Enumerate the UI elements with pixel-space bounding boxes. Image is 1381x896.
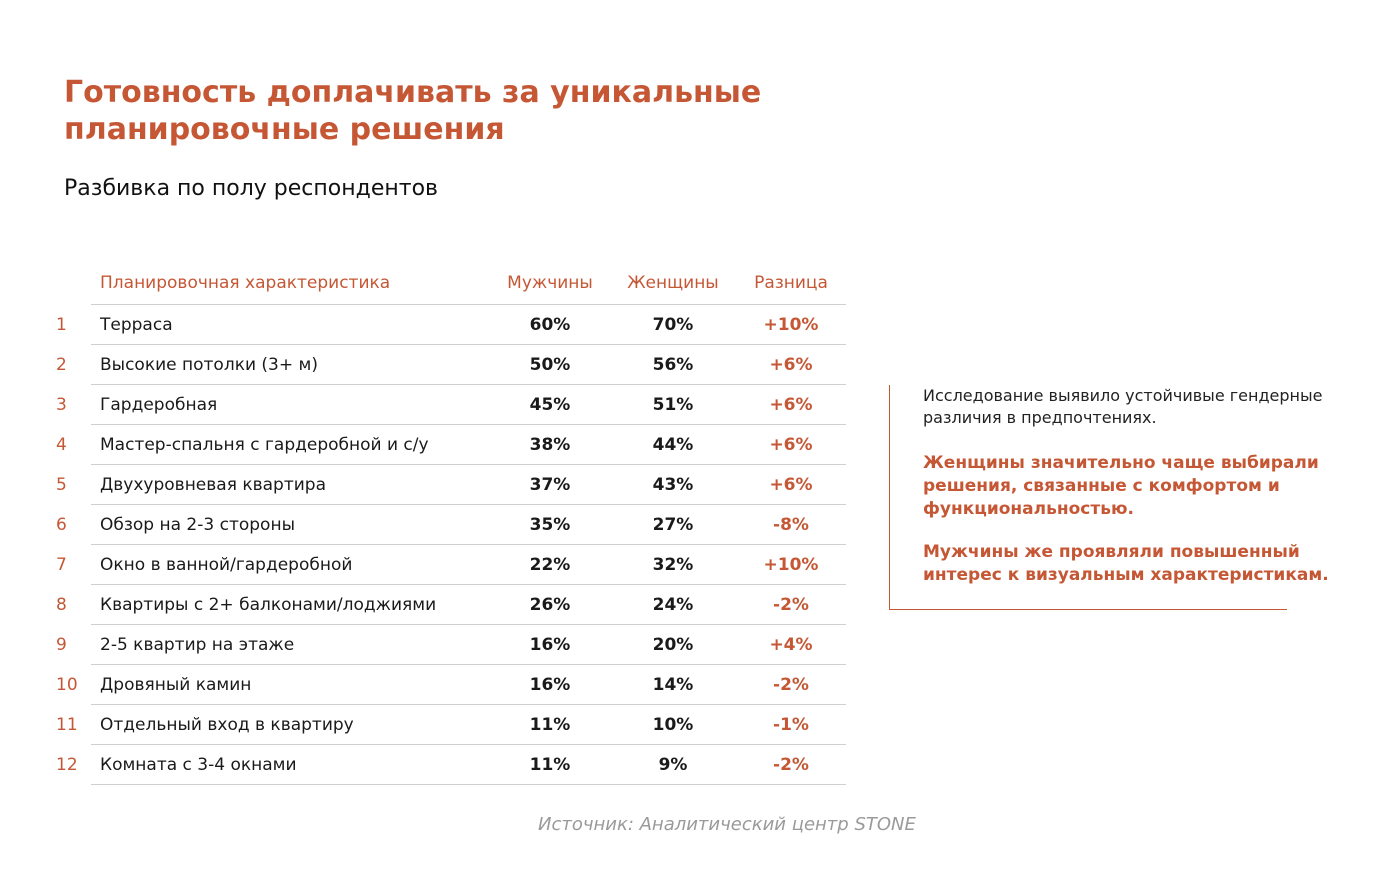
row-number: 4 xyxy=(56,434,67,455)
source-caption: Источник: Аналитический центр STONE xyxy=(538,814,916,835)
row-men: 16% xyxy=(529,634,571,655)
row-diff: -1% xyxy=(773,714,809,735)
table-row: 8 Квартиры с 2+ балконами/лоджиями 26% 24% -… xyxy=(56,585,846,625)
row-number: 7 xyxy=(56,554,67,575)
row-women: 24% xyxy=(652,594,694,615)
row-name: Комната с 3-4 окнами xyxy=(100,754,297,775)
note-men: Мужчины же проявляли повышенный интерес … xyxy=(923,542,1329,585)
row-women: 70% xyxy=(652,314,694,335)
table-row: 2 Высокие потолки (3+ м) 50% 56% +6% xyxy=(56,345,846,385)
row-men: 26% xyxy=(529,594,571,615)
row-number: 3 xyxy=(56,394,67,415)
row-diff: +6% xyxy=(769,394,813,415)
header-diff: Разница xyxy=(754,273,828,293)
row-women: 51% xyxy=(652,394,694,415)
row-women: 20% xyxy=(652,634,694,655)
note-women: Женщины значительно чаще выбирали решени… xyxy=(923,453,1319,519)
row-name: Гардеробная xyxy=(100,394,218,415)
row-name: Обзор на 2-3 стороны xyxy=(100,514,295,535)
header-women: Женщины xyxy=(627,273,719,293)
row-men: 45% xyxy=(529,394,571,415)
row-number: 10 xyxy=(56,674,78,695)
row-men: 38% xyxy=(529,434,571,455)
row-number: 6 xyxy=(56,514,67,535)
row-diff: -2% xyxy=(773,594,809,615)
row-men: 37% xyxy=(529,474,571,495)
table-body: 1 Терраса 60% 70% +10% 2 Высокие потолки (3+ м… xyxy=(56,305,846,785)
row-name: 2-5 квартир на этаже xyxy=(100,634,295,655)
row-women: 32% xyxy=(652,554,694,575)
row-name: Терраса xyxy=(100,314,173,335)
table-header: Планировочная характеристика Мужчины Жен… xyxy=(91,262,846,305)
note-intro: Исследование выявило устойчивые гендерны… xyxy=(923,386,1323,427)
row-diff: -2% xyxy=(773,674,809,695)
row-name: Мастер-спальня с гардеробной и с/у xyxy=(100,434,429,455)
row-number: 5 xyxy=(56,474,67,495)
row-diff: +10% xyxy=(763,554,819,575)
row-men: 16% xyxy=(529,674,571,695)
row-diff: +10% xyxy=(763,314,819,335)
table-row: 1 Терраса 60% 70% +10% xyxy=(56,305,846,345)
page-subtitle: Разбивка по полу респондентов xyxy=(64,176,438,201)
row-diff: +6% xyxy=(769,474,813,495)
row-men: 60% xyxy=(529,314,571,335)
table-row: 10 Дровяный камин 16% 14% -2% xyxy=(56,665,846,705)
row-men: 22% xyxy=(529,554,571,575)
row-women: 14% xyxy=(652,674,694,695)
row-number: 12 xyxy=(56,754,78,775)
table-row: 3 Гардеробная 45% 51% +6% xyxy=(56,385,846,425)
row-name: Отдельный вход в квартиру xyxy=(100,714,354,735)
row-diff: -2% xyxy=(773,754,809,775)
row-name: Двухуровневая квартира xyxy=(100,474,326,495)
row-women: 43% xyxy=(652,474,694,495)
row-number: 2 xyxy=(56,354,67,375)
insight-note: Исследование выявило устойчивые гендерны… xyxy=(889,385,1329,610)
row-women: 9% xyxy=(658,754,688,775)
row-name: Дровяный камин xyxy=(100,674,252,695)
row-diff: +6% xyxy=(769,354,813,375)
header-men: Мужчины xyxy=(507,273,593,293)
row-number: 1 xyxy=(56,314,67,335)
row-men: 11% xyxy=(529,754,571,775)
header-name: Планировочная характеристика xyxy=(100,273,391,293)
row-men: 11% xyxy=(529,714,571,735)
row-number: 8 xyxy=(56,594,67,615)
row-diff: +6% xyxy=(769,434,813,455)
row-diff: -8% xyxy=(773,514,809,535)
row-diff: +4% xyxy=(769,634,813,655)
row-name: Окно в ванной/гардеробной xyxy=(100,554,353,575)
table-row: 5 Двухуровневая квартира 37% 43% +6% xyxy=(56,465,846,505)
table-row: 12 Комната с 3-4 окнами 11% 9% -2% xyxy=(56,745,846,785)
table-row: 7 Окно в ванной/гардеробной 22% 32% +10% xyxy=(56,545,846,585)
row-women: 27% xyxy=(652,514,694,535)
row-women: 44% xyxy=(652,434,694,455)
row-name: Высокие потолки (3+ м) xyxy=(100,354,318,375)
row-men: 35% xyxy=(529,514,571,535)
row-number: 9 xyxy=(56,634,67,655)
row-women: 56% xyxy=(652,354,694,375)
row-number: 11 xyxy=(56,714,78,735)
page-title: Готовность доплачивать за уникальные пла… xyxy=(64,75,762,147)
table-row: 4 Мастер-спальня с гардеробной и с/у 38% 44… xyxy=(56,425,846,465)
row-men: 50% xyxy=(529,354,571,375)
table-row: 9 2-5 квартир на этаже 16% 20% +4% xyxy=(56,625,846,665)
row-women: 10% xyxy=(652,714,694,735)
data-table: Планировочная характеристика Мужчины Жен… xyxy=(56,262,846,785)
table-row: 6 Обзор на 2-3 стороны 35% 27% -8% xyxy=(56,505,846,545)
row-name: Квартиры с 2+ балконами/лоджиями xyxy=(100,594,437,615)
table-row: 11 Отдельный вход в квартиру 11% 10% -1% xyxy=(56,705,846,745)
